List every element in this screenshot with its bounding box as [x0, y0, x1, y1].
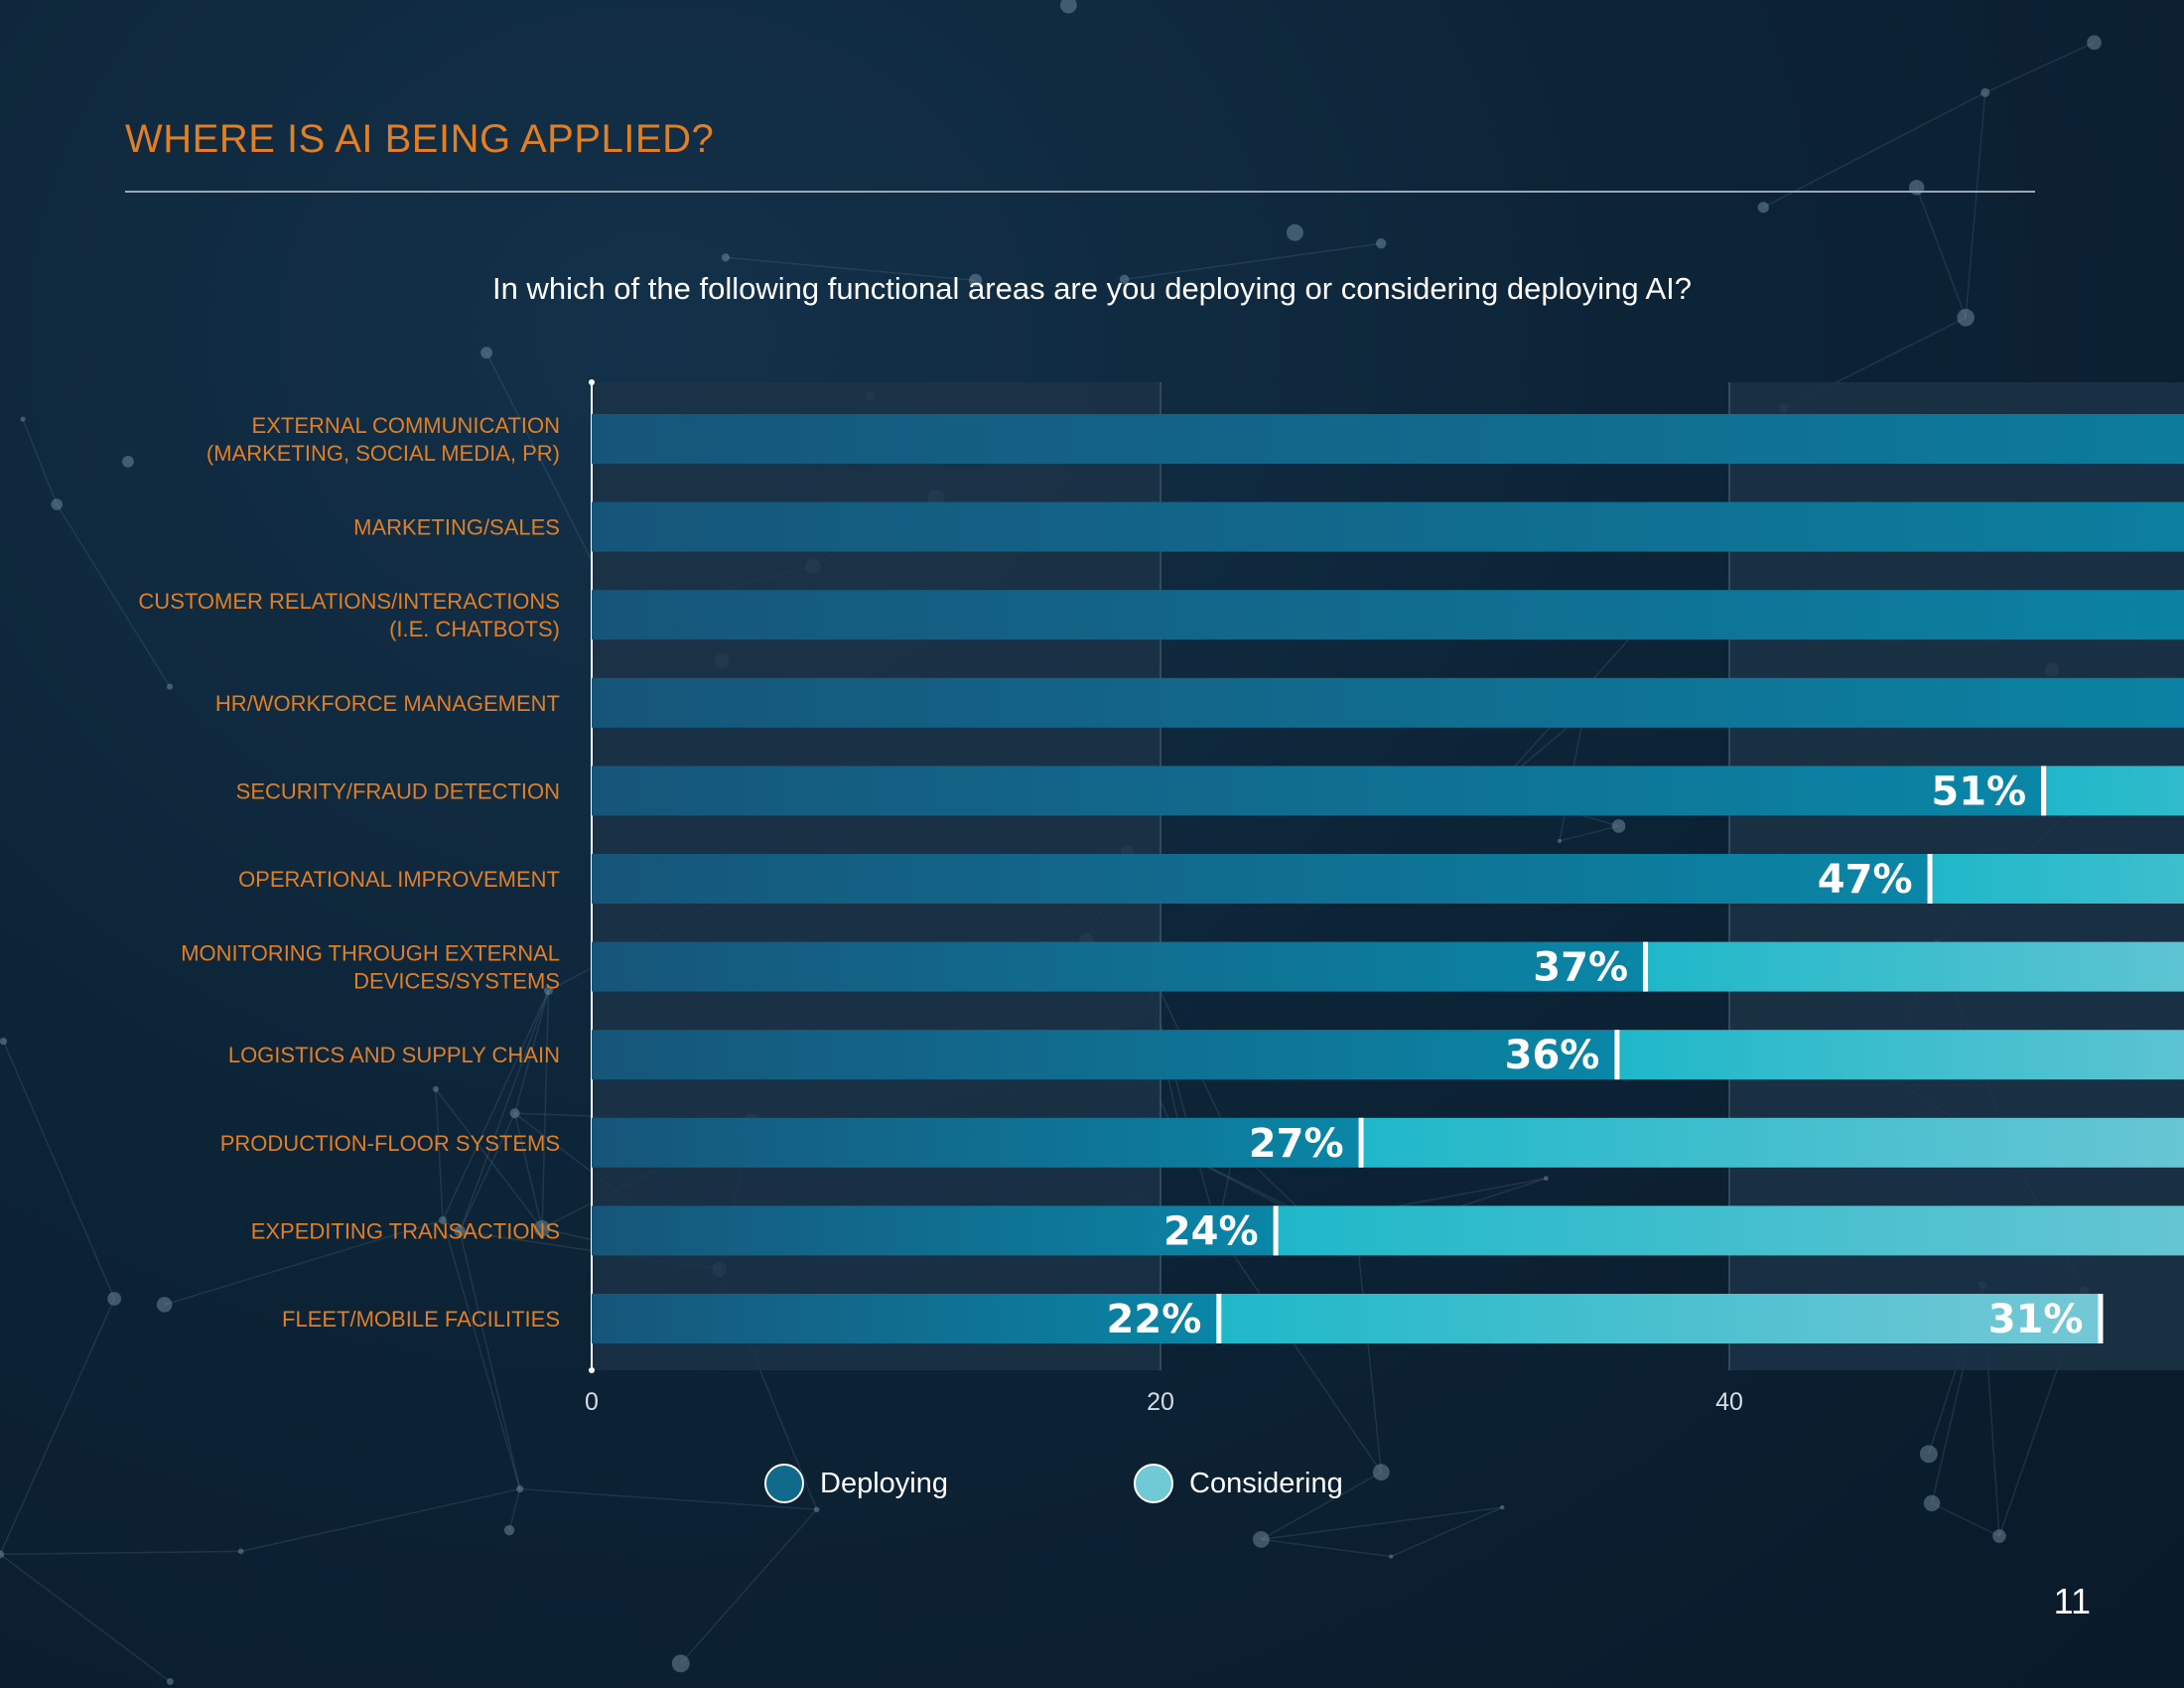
- page-title: WHERE IS AI BEING APPLIED?: [125, 117, 715, 161]
- bar-considering: [2042, 766, 2184, 816]
- bar-considering: [1359, 1117, 2184, 1168]
- title-divider: [125, 191, 2035, 193]
- category-label: MARKETING/SALES: [353, 515, 560, 540]
- category-label: SECURITY/FRAUD DETECTION: [236, 778, 560, 803]
- category-label: CUSTOMER RELATIONS/INTERACTIONS (I.E. CHA…: [138, 589, 560, 641]
- page-number: 11: [2053, 1581, 2091, 1621]
- category-label: OPERATIONAL IMPROVEMENT: [238, 867, 560, 892]
- bar-considering: [1928, 854, 2184, 904]
- category-label: HR/WORKFORCE MANAGEMENT: [215, 691, 560, 716]
- bar-separator: [1927, 854, 1933, 904]
- value-label-deploying: 37%: [1533, 945, 1628, 991]
- legend-item-deploying: Deploying: [764, 1464, 1134, 1503]
- bar-deploying: [592, 854, 1929, 904]
- bar-deploying: [592, 1205, 1275, 1256]
- axis-end-dot: [589, 1367, 595, 1373]
- legend-label-deploying: Deploying: [820, 1467, 948, 1499]
- bar-considering: [1217, 1294, 2100, 1343]
- bar-separator: [1216, 1294, 1222, 1343]
- value-label-deploying: 22%: [1107, 1297, 1202, 1342]
- bar-considering: [1274, 1205, 2184, 1256]
- legend-swatch-deploying: [764, 1464, 804, 1503]
- value-label-deploying: 36%: [1505, 1033, 1600, 1078]
- category-label: PRODUCTION-FLOOR SYSTEMS: [220, 1131, 560, 1156]
- bar-deploying: [592, 414, 2184, 464]
- value-label-considering: 31%: [1988, 1297, 2084, 1342]
- bar-deploying: [592, 1117, 1360, 1168]
- bar-considering: [1644, 941, 2184, 992]
- category-label: EXTERNAL COMMUNICATION (MARKETING, SOCIAL…: [206, 413, 560, 466]
- bar-deploying: [592, 1030, 1616, 1080]
- bar-separator: [1273, 1205, 1279, 1256]
- bar-separator: [2098, 1294, 2104, 1343]
- x-tick-label: 0: [585, 1388, 599, 1416]
- legend-item-considering: Considering: [1134, 1464, 1503, 1503]
- bar-separator: [1358, 1117, 1364, 1168]
- x-tick-label: 40: [1715, 1388, 1743, 1416]
- category-label: LOGISTICS AND SUPPLY CHAIN: [228, 1043, 560, 1067]
- value-label-deploying: 27%: [1249, 1121, 1344, 1167]
- chart-legend: Deploying Considering: [764, 1464, 1503, 1503]
- bar-deploying: [592, 501, 2184, 552]
- bar-deploying: [592, 1294, 1218, 1343]
- bar-deploying: [592, 766, 2043, 816]
- bar-separator: [1614, 1030, 1620, 1080]
- bar-separator: [2041, 766, 2047, 816]
- category-label: EXPEDITING TRANSACTIONS: [251, 1218, 560, 1243]
- x-tick-label: 20: [1147, 1388, 1174, 1416]
- bar-deploying: [592, 677, 2184, 728]
- value-label-deploying: 51%: [1931, 769, 2026, 814]
- bar-deploying: [592, 590, 2184, 640]
- axis-end-dot: [589, 379, 595, 385]
- chart-question: In which of the following functional are…: [491, 271, 1693, 306]
- legend-label-considering: Considering: [1189, 1467, 1343, 1499]
- value-label-deploying: 47%: [1818, 857, 1913, 903]
- category-label: FLEET/MOBILE FACILITIES: [282, 1307, 560, 1332]
- bar-considering: [1615, 1030, 2184, 1080]
- category-label: MONITORING THROUGH EXTERNAL DEVICES/SYSTE…: [181, 941, 560, 994]
- legend-swatch-considering: [1134, 1464, 1173, 1503]
- bar-deploying: [592, 941, 1645, 992]
- bar-separator: [1643, 941, 1649, 992]
- value-label-deploying: 24%: [1163, 1208, 1259, 1254]
